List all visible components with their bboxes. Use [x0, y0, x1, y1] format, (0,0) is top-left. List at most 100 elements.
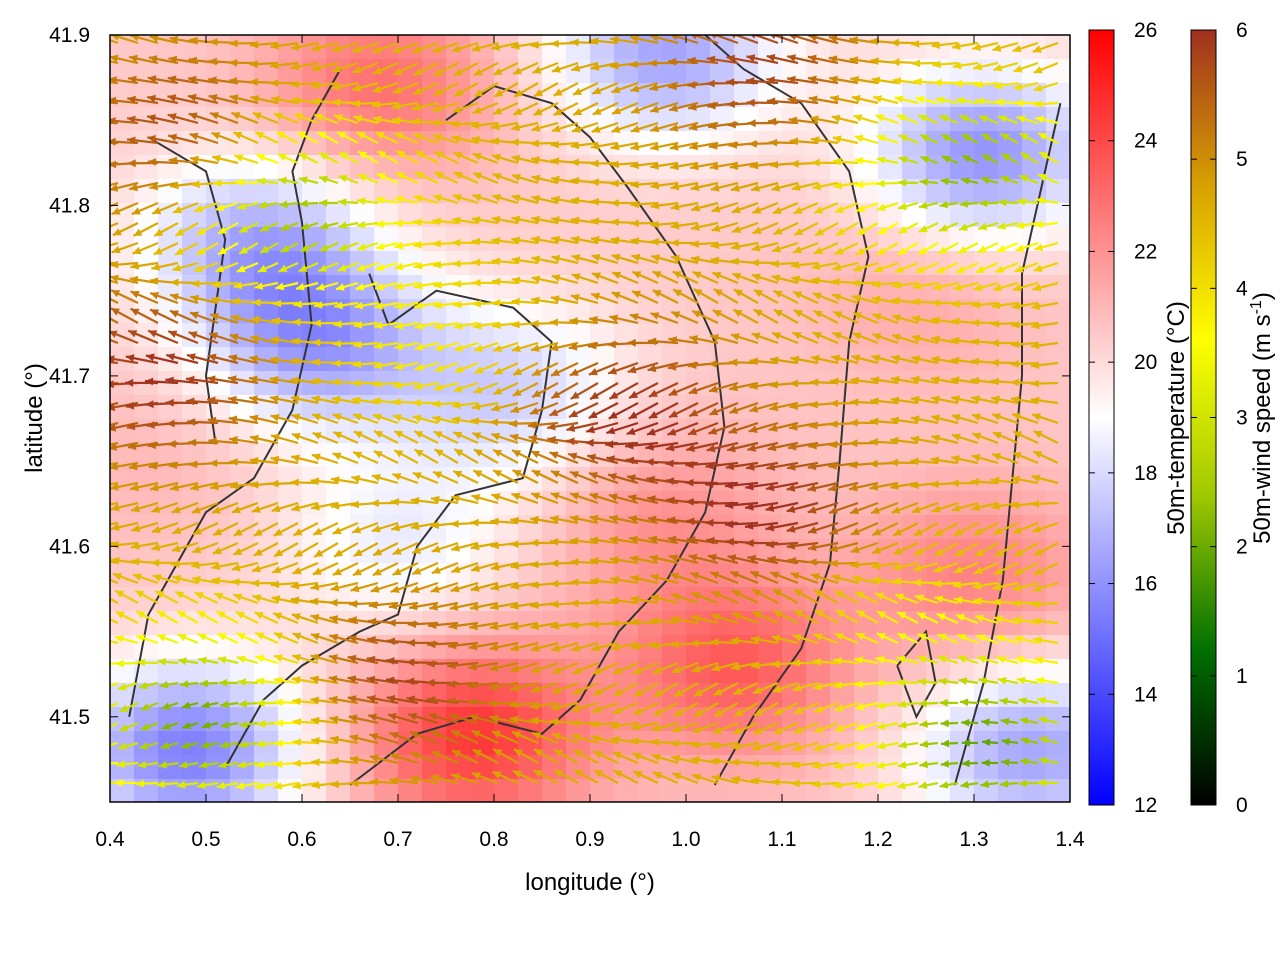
wind-arrow-head	[672, 725, 681, 733]
wind-arrow-head	[293, 300, 302, 309]
wind-arrow-head	[115, 611, 125, 619]
wind-arrow-head	[280, 223, 290, 231]
wind-arrow-head	[608, 367, 618, 375]
wind-arrow-head	[531, 124, 541, 132]
wind-arrow-head	[312, 413, 321, 421]
heat-cell	[566, 323, 591, 348]
wind-arrow-head	[353, 431, 363, 439]
heat-cell	[902, 131, 927, 156]
wind-arrow-head	[136, 611, 146, 619]
wind-arrow-head	[649, 83, 659, 92]
wind-arrow-head	[311, 758, 320, 767]
wind-arrow-head	[94, 778, 102, 786]
wind-arrow-head	[550, 559, 559, 568]
wind-arrow-head	[209, 459, 218, 468]
wind-arrow-head	[630, 143, 640, 151]
heat-cell	[782, 323, 807, 348]
wind-arrow-head	[369, 733, 379, 741]
wind-arrow-head	[214, 592, 224, 601]
wind-arrow-head	[412, 399, 421, 407]
wind-arrow-head	[252, 594, 262, 602]
wind-arrow-head	[452, 401, 461, 410]
wind-arrow-head	[273, 654, 283, 662]
wind-arrow-head	[212, 506, 221, 514]
y-axis-title: latitude (°)	[21, 363, 48, 473]
wind-arrow-head	[353, 114, 363, 123]
wind-arrow-head	[625, 456, 635, 465]
heat-cell	[710, 347, 735, 372]
wind-arrow-head	[550, 621, 560, 630]
wind-arrow-head	[131, 504, 140, 513]
wind-arrow-head	[451, 120, 460, 128]
wind-arrow-head	[375, 220, 384, 228]
wind-arrow-head	[630, 200, 639, 209]
wind-arrow-head	[650, 143, 659, 151]
wind-arrow-head	[493, 749, 503, 757]
wind-arrow-head	[667, 535, 677, 544]
wind-arrow-head	[512, 470, 522, 478]
wind-arrow-head	[710, 757, 720, 765]
wind-arrow-head	[471, 237, 481, 246]
wind-arrow-head	[473, 172, 483, 180]
wind-arrow-head	[570, 294, 580, 302]
wind-arrow-head	[386, 637, 396, 646]
heat-cell	[998, 611, 1023, 636]
wind-arrow-head	[630, 180, 639, 189]
wind-arrow-head	[95, 612, 104, 619]
heat-cell	[758, 107, 783, 132]
wind-arrow-head	[448, 622, 458, 630]
wind-arrow-head	[338, 243, 348, 251]
wind-arrow-head	[293, 528, 303, 536]
wind-arrow-head	[628, 411, 638, 419]
wind-arrow-head	[312, 432, 322, 440]
heat-cell	[470, 107, 495, 132]
wind-arrow-head	[547, 422, 556, 431]
wind-arrow-head	[451, 565, 461, 573]
wind-arrow-head	[276, 131, 286, 140]
wind-arrow-head	[447, 661, 456, 670]
wind-arrow-head	[92, 207, 101, 214]
wind-arrow-head	[551, 195, 560, 204]
wind-arrow-head	[228, 375, 237, 383]
wind-arrow-head	[154, 228, 164, 236]
wind-arrow-head	[650, 594, 660, 602]
wind-arrow-head	[201, 701, 211, 709]
wind-arrow-head	[431, 751, 441, 759]
heat-cell	[638, 779, 663, 802]
heat-cell	[830, 83, 855, 108]
wind-arrow-head	[728, 141, 738, 149]
wind-arrow-head	[292, 566, 302, 575]
wind-arrow-head	[609, 535, 619, 544]
wind-arrow-head	[471, 402, 481, 411]
heat-cell	[470, 227, 495, 252]
heat-cell	[518, 203, 543, 228]
wind-arrow-head	[254, 782, 264, 790]
wind-arrow-head	[329, 615, 339, 623]
x-tick-label: 0.6	[287, 828, 316, 851]
wind-arrow-head	[531, 492, 541, 500]
wind-arrow-head	[88, 425, 97, 433]
x-tick-label: 1.1	[767, 828, 796, 851]
heat-cell	[758, 779, 783, 802]
wind-arrow-head	[95, 760, 103, 768]
wind-arrow-head	[511, 236, 520, 245]
wind-arrow-head	[493, 449, 503, 457]
wind-arrow-head	[389, 776, 399, 785]
wind-arrow-head	[652, 290, 662, 298]
wind-arrow-head	[690, 240, 699, 248]
wind-arrow-head	[650, 312, 660, 320]
wind-arrow-head	[650, 124, 660, 133]
wind-arrow-head	[270, 356, 279, 364]
wind-arrow-head	[330, 583, 340, 592]
wind-arrow-head	[356, 197, 366, 206]
heat-cell	[446, 131, 471, 156]
wind-arrow-head	[338, 198, 347, 206]
wind-arrow-head	[649, 554, 659, 563]
wind-arrow-head	[260, 224, 270, 232]
wind-arrow-head	[228, 395, 237, 404]
wind-arrow-head	[688, 427, 697, 436]
heat-cell	[950, 779, 975, 802]
wind-arrow-head	[312, 338, 321, 347]
wind-arrow-head	[237, 678, 246, 686]
wind-arrow-head	[89, 331, 98, 338]
